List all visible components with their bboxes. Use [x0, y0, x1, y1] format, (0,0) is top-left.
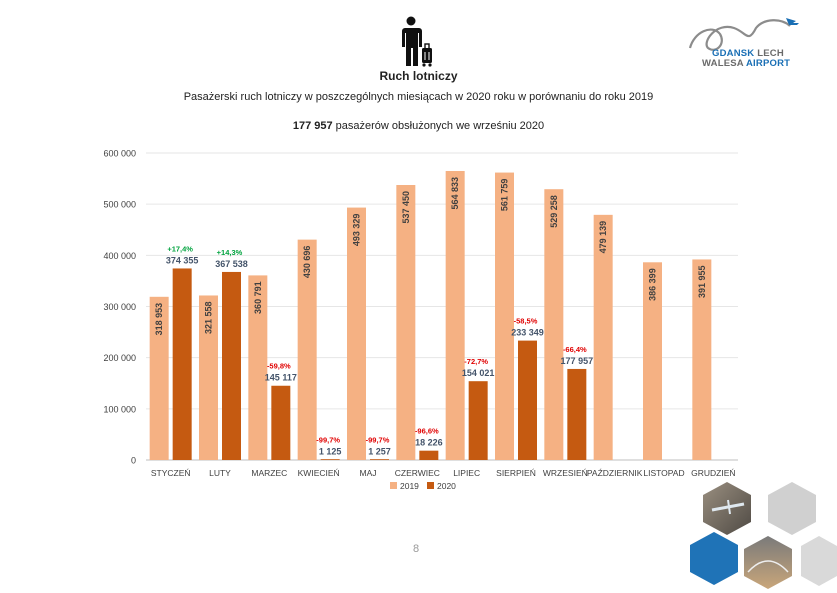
change-label: -59,8%	[267, 362, 291, 371]
x-tick-label: MARZEC	[251, 468, 287, 478]
x-tick-label: LISTOPAD	[643, 468, 684, 478]
bar-2019	[248, 275, 268, 460]
change-label: -96,6%	[415, 427, 439, 436]
bar-2020	[370, 459, 389, 460]
logo-text-line1: GDANSK LECH	[712, 48, 784, 59]
x-tick-label: GRUDZIEŃ	[691, 468, 735, 478]
data-label-2019: 529 258	[549, 195, 559, 228]
change-label: +14,3%	[217, 248, 243, 257]
bar-2019	[593, 214, 613, 460]
data-label-2019: 493 329	[352, 214, 362, 247]
change-label: -72,7%	[464, 357, 488, 366]
bar-2019	[297, 239, 317, 460]
data-label-2019: 430 696	[302, 246, 312, 279]
traveler-with-suitcase-icon	[402, 16, 432, 67]
page-title: Ruch lotniczy	[379, 69, 458, 83]
legend-swatch-2020	[427, 482, 434, 489]
y-tick-label: 300 000	[103, 302, 136, 312]
change-label: -58,5%	[514, 317, 538, 326]
y-tick-label: 500 000	[103, 200, 136, 210]
x-tick-label: LUTY	[209, 468, 231, 478]
bar-2019	[445, 170, 465, 460]
bar-2020	[222, 271, 241, 460]
y-tick-label: 200 000	[103, 353, 136, 363]
change-label: -66,4%	[563, 345, 587, 354]
data-label-2019: 479 139	[598, 221, 608, 254]
data-label-2020: 145 117	[265, 373, 297, 383]
bar-2019	[347, 207, 366, 460]
x-tick-label: WRZESIEŃ	[543, 468, 588, 478]
data-label-2019: 564 833	[450, 177, 460, 210]
x-tick-label: PAŹDZIERNIK	[587, 468, 643, 478]
change-label: -99,7%	[316, 435, 340, 444]
legend-swatch-2019	[390, 482, 397, 489]
bar-2019	[149, 296, 169, 460]
data-label-2019: 321 558	[204, 301, 214, 334]
bar-2019	[544, 189, 564, 460]
x-tick-label: LIPIEC	[453, 468, 480, 478]
legend-label-2019: 2019	[400, 481, 419, 491]
page-subtitle: Pasażerski ruch lotniczy w poszczególnyc…	[183, 91, 654, 103]
bar-2020	[172, 268, 192, 460]
data-label-2020: 1 257	[368, 446, 391, 456]
x-tick-label: CZERWIEC	[395, 468, 440, 478]
x-tick-label: KWIECIEŃ	[298, 468, 340, 478]
highlight-text: pasażerów obsłużonych we wrześniu 2020	[332, 120, 545, 132]
y-tick-label: 400 000	[103, 251, 136, 261]
change-label: +17,4%	[167, 244, 193, 253]
airport-logo-icon	[688, 18, 799, 51]
data-label-2020: 177 957	[561, 356, 594, 366]
bar-2019	[396, 185, 416, 460]
bar-2020	[271, 385, 291, 460]
y-tick-label: 100 000	[103, 404, 136, 414]
data-label-2020: 154 021	[462, 368, 495, 378]
bar-2019	[692, 259, 712, 460]
data-label-2019: 318 953	[154, 303, 164, 336]
data-label-2019: 386 399	[648, 268, 658, 301]
data-label-2019: 561 759	[500, 179, 510, 212]
data-label-2020: 18 226	[415, 438, 443, 448]
legend-label-2020: 2020	[437, 481, 456, 491]
bar-2020	[419, 450, 439, 460]
bar-2020	[567, 368, 587, 460]
data-label-2019: 360 791	[253, 281, 263, 314]
data-label-2020: 367 538	[215, 259, 248, 269]
data-label-2019: 537 450	[401, 191, 411, 224]
bar-2019	[643, 262, 662, 460]
data-label-2020: 233 349	[511, 328, 544, 338]
highlight-value: 177 957	[292, 120, 333, 132]
y-tick-label: 600 000	[103, 149, 136, 159]
bar-2019	[199, 295, 218, 460]
x-tick-label: STYCZEŃ	[151, 468, 191, 478]
bar-2020	[320, 459, 340, 460]
logo-text-line2: WALESA AIRPORT	[702, 58, 791, 69]
y-tick-label: 0	[131, 456, 136, 466]
x-tick-label: MAJ	[360, 468, 377, 478]
page-number: 8	[413, 543, 420, 555]
bar-2020	[468, 381, 488, 460]
decorative-hexagons-icon	[690, 482, 837, 589]
x-tick-label: SIERPIEŃ	[496, 468, 536, 478]
data-label-2019: 391 955	[697, 265, 707, 298]
data-label-2020: 1 125	[319, 446, 342, 456]
bar-2020	[518, 340, 537, 460]
change-label: -99,7%	[366, 435, 390, 444]
bar-2019	[495, 172, 514, 460]
data-label-2020: 374 355	[166, 255, 199, 265]
highlight-line: 177 957 pasażerów obsłużonych we wrześni…	[0, 120, 837, 132]
